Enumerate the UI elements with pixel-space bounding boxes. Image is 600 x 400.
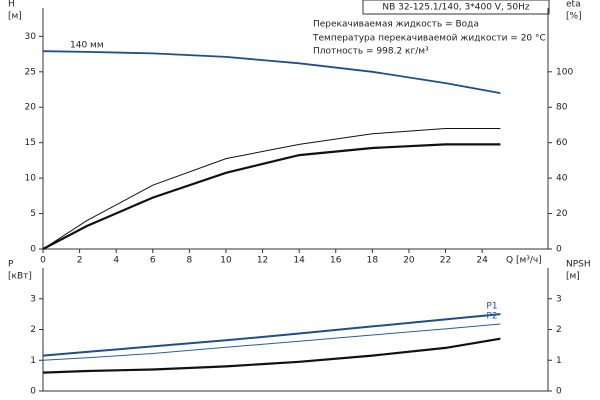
y-tick-label: 25 bbox=[25, 67, 36, 77]
y-axis-label: [кВт] bbox=[8, 272, 32, 282]
y-axis-label: [м] bbox=[8, 12, 22, 22]
y-tick-label: 3 bbox=[30, 294, 36, 304]
series-label: P2 bbox=[486, 311, 497, 321]
series-line bbox=[42, 143, 501, 250]
y2-axis-label: NPSH bbox=[566, 260, 591, 270]
x-tick-label: 18 bbox=[367, 256, 379, 266]
chart-title: NB 32-125.1/140, 3*400 V, 50Hz bbox=[382, 3, 530, 13]
x-tick-label: 24 bbox=[476, 256, 488, 266]
x-tick-label: 12 bbox=[257, 256, 268, 266]
y-tick-label: 20 bbox=[25, 103, 37, 113]
y2-tick-label: 60 bbox=[556, 138, 568, 148]
y-tick-label: 0 bbox=[30, 387, 36, 397]
y-tick-label: 2 bbox=[30, 325, 36, 335]
title-box bbox=[362, 0, 550, 15]
y2-axis-label: eta bbox=[566, 0, 581, 10]
y-tick-label: 0 bbox=[30, 245, 36, 255]
y2-tick-label: 1 bbox=[556, 356, 562, 366]
y-tick-label: 5 bbox=[30, 209, 36, 219]
series-line bbox=[42, 323, 501, 361]
x-tick-label: 10 bbox=[220, 256, 232, 266]
y2-tick-label: 3 bbox=[556, 294, 562, 304]
y2-tick-label: 80 bbox=[556, 103, 568, 113]
series-label: P1 bbox=[486, 302, 497, 312]
x-axis-label: Q [м³/ч] bbox=[506, 256, 542, 266]
x-tick-label: 6 bbox=[150, 256, 156, 266]
x-tick-label: 16 bbox=[330, 256, 342, 266]
x-tick-label: 20 bbox=[403, 256, 415, 266]
x-tick-label: 0 bbox=[40, 256, 46, 266]
y-tick-label: 1 bbox=[30, 356, 36, 366]
y2-axis-label: [%] bbox=[566, 12, 582, 22]
y2-tick-label: 0 bbox=[556, 245, 562, 255]
y-tick-label: 30 bbox=[25, 32, 37, 42]
y2-tick-label: 40 bbox=[556, 174, 568, 184]
series-line bbox=[42, 313, 501, 357]
x-tick-label: 22 bbox=[440, 256, 451, 266]
y2-tick-label: 100 bbox=[556, 67, 573, 77]
x-tick-label: 2 bbox=[77, 256, 83, 266]
annotation: Температура перекачиваемой жидкости = 20… bbox=[312, 34, 546, 44]
annotation: Плотность = 998.2 кг/м³ bbox=[313, 47, 429, 57]
y2-tick-label: 0 bbox=[556, 387, 562, 397]
y-axis-label: P bbox=[8, 260, 14, 270]
y2-tick-label: 2 bbox=[556, 325, 562, 335]
x-tick-label: 14 bbox=[293, 256, 305, 266]
series-line bbox=[42, 50, 501, 94]
y-axis-label: H bbox=[8, 0, 15, 10]
y2-tick-label: 20 bbox=[556, 209, 568, 219]
series-line bbox=[42, 337, 501, 374]
y-tick-label: 10 bbox=[25, 174, 37, 184]
x-tick-label: 4 bbox=[113, 256, 119, 266]
y-tick-label: 15 bbox=[25, 138, 36, 148]
annotation: 140 мм bbox=[70, 41, 104, 51]
annotation: Перекачиваемая жидкость = Вода bbox=[313, 20, 479, 30]
series-line bbox=[42, 128, 501, 250]
x-tick-label: 8 bbox=[187, 256, 193, 266]
y2-axis-label: [м] bbox=[566, 272, 580, 282]
